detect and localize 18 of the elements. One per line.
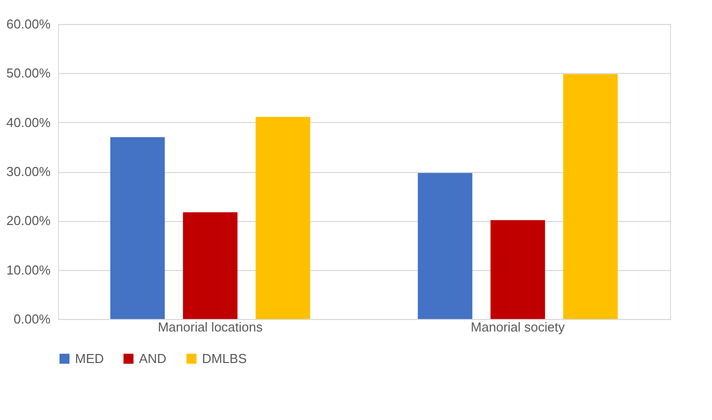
bar: [418, 172, 472, 319]
bar: [563, 74, 618, 319]
bar: [110, 137, 165, 319]
bar: [256, 116, 310, 319]
bar: [490, 220, 546, 319]
y-tick-label: 50.00%: [6, 66, 51, 81]
legend-label: DMLBS: [202, 350, 248, 366]
y-tick-label: 10.00%: [6, 262, 51, 278]
y-tick-label: 60.00%: [6, 16, 51, 32]
y-tick-label: 0.00%: [14, 312, 51, 326]
legend-label: MED: [75, 350, 104, 366]
legend-label: AND: [139, 350, 166, 366]
y-tick-label: 20.00%: [6, 213, 51, 228]
y-tick-label: 40.00%: [6, 114, 51, 130]
bar: [182, 212, 238, 319]
x-tick-label: Manorial society: [470, 320, 566, 334]
x-tick-label: Manorial locations: [158, 320, 264, 334]
y-tick-label: 30.00%: [6, 164, 51, 179]
